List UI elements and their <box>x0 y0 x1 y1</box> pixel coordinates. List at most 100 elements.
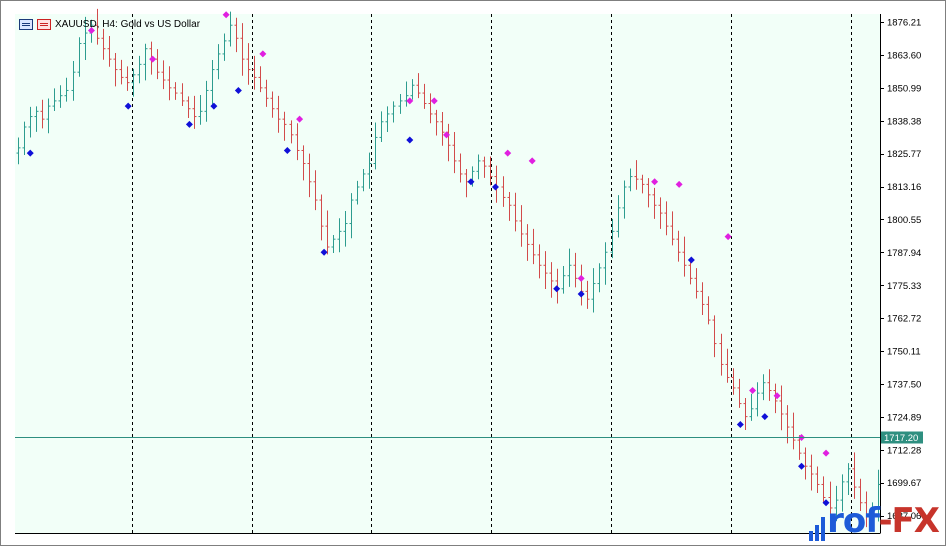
price-bar <box>743 398 748 431</box>
price-bar <box>276 95 281 133</box>
price-bar <box>434 109 439 136</box>
price-bar <box>46 98 51 134</box>
price-bar <box>367 152 372 189</box>
sell-signal-marker <box>528 157 536 165</box>
watermark-text: rof-FX <box>827 501 940 541</box>
buy-signal-marker <box>320 248 328 256</box>
price-axis-label: 1775.33 <box>887 281 921 292</box>
price-bar <box>325 210 330 255</box>
price-bar <box>282 111 287 141</box>
sell-signal-marker <box>296 115 304 123</box>
sell-signal-marker <box>87 26 95 34</box>
price-axis-label: 1687.06 <box>887 511 921 522</box>
period-separators <box>132 14 852 533</box>
price-axis[interactable]: 1876.21 1863.60 1850.99 1838.38 1825.77 1813.… <box>880 18 921 523</box>
sell-signal-marker <box>773 392 781 400</box>
price-bar <box>658 197 663 229</box>
price-bar <box>107 36 112 67</box>
sell-signal-marker <box>149 55 157 63</box>
price-bar <box>797 435 802 460</box>
buy-signal-marker <box>491 183 499 191</box>
price-bar <box>840 474 845 512</box>
buy-signal-marker <box>467 178 475 186</box>
price-bar <box>379 111 384 143</box>
price-bar <box>809 454 814 491</box>
buy-signal-marker <box>577 290 585 298</box>
price-bar <box>83 16 88 61</box>
price-bar <box>240 23 245 76</box>
price-bar <box>525 224 530 261</box>
buy-signal-marker <box>234 86 242 94</box>
buy-signal-marker <box>798 462 806 470</box>
price-bar <box>452 131 457 174</box>
price-bar <box>761 374 766 401</box>
buy-signal-marker <box>283 146 291 154</box>
price-bar <box>125 66 130 91</box>
price-bar <box>385 106 390 133</box>
buy-signal-marker <box>210 102 218 110</box>
sell-signal-marker <box>259 50 267 58</box>
price-bar <box>337 218 342 253</box>
sell-signal-marker <box>443 131 450 139</box>
price-bar <box>537 244 542 279</box>
price-bar <box>646 178 651 208</box>
sell-signal-marker <box>675 180 683 188</box>
price-axis-label: 1750.11 <box>887 347 921 358</box>
price-bar <box>616 195 621 238</box>
price-bar <box>210 59 215 106</box>
price-bar <box>821 476 826 504</box>
price-bar <box>440 111 445 146</box>
price-bar <box>192 95 197 129</box>
price-bar <box>173 82 178 100</box>
price-bar <box>343 211 348 247</box>
price-bar <box>289 120 294 144</box>
sell-signal-marker <box>577 274 585 282</box>
price-bar <box>313 170 318 211</box>
chart-window-icon <box>19 19 33 30</box>
chart-properties-icon <box>37 19 51 30</box>
price-bar <box>355 180 360 205</box>
buy-signal-marker <box>124 102 132 110</box>
price-bar <box>40 99 45 129</box>
price-bar <box>682 236 687 277</box>
price-axis-label: 1838.38 <box>887 116 921 127</box>
price-bar <box>573 252 578 288</box>
price-bar <box>373 122 378 170</box>
price-bar <box>852 452 857 499</box>
sell-signal-marker <box>822 449 830 457</box>
price-bar <box>712 315 717 358</box>
price-bar <box>755 382 760 417</box>
price-bar <box>779 385 784 431</box>
price-bar <box>791 412 796 450</box>
price-bar <box>543 251 548 289</box>
price-bar <box>34 106 39 132</box>
price-bar <box>252 55 257 90</box>
price-bar <box>307 153 312 198</box>
price-bar <box>676 230 681 262</box>
sell-signal-marker <box>406 97 414 105</box>
price-bar <box>458 153 463 183</box>
price-bar <box>864 491 869 528</box>
price-bar <box>773 383 778 414</box>
price-bar <box>834 485 839 522</box>
price-bar <box>246 43 251 85</box>
price-bar <box>222 33 227 61</box>
chart-title: XAUUSD, H4: Gold vs US Dollar <box>55 19 201 30</box>
watermark-logo: rof-FX <box>809 501 940 541</box>
buy-signal-marker <box>553 285 561 293</box>
price-axis-label: 1787.94 <box>887 248 921 259</box>
price-bar <box>737 378 742 408</box>
price-bar <box>870 502 875 525</box>
price-bar <box>719 333 724 376</box>
buy-signal-marker <box>26 149 34 157</box>
price-bar <box>295 123 300 161</box>
price-bar <box>519 205 524 247</box>
price-bar <box>258 66 263 93</box>
current-price-box <box>881 431 923 444</box>
price-bar <box>228 11 233 47</box>
price-bar <box>361 168 366 192</box>
price-bar <box>731 368 736 395</box>
price-bar <box>597 263 602 293</box>
